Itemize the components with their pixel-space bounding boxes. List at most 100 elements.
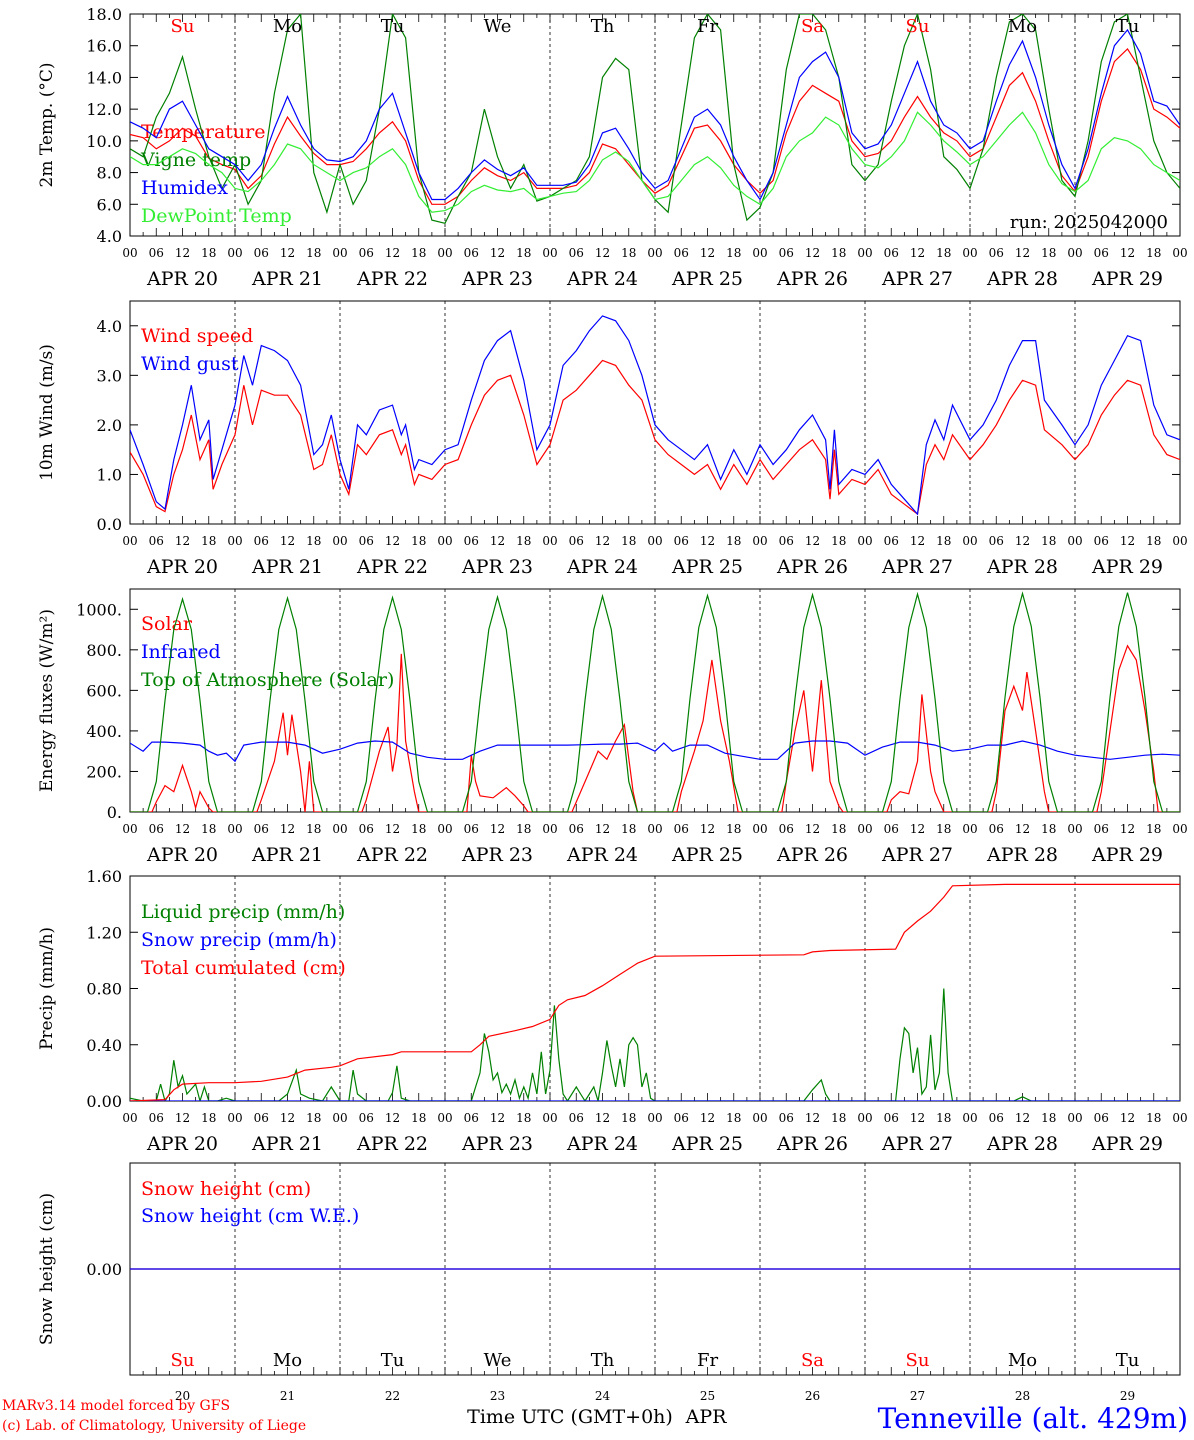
hour-tick-label: 00 xyxy=(962,246,977,260)
series-solar-line xyxy=(130,644,1180,812)
weekday-label-top: Th xyxy=(591,16,615,37)
hour-tick-label: 06 xyxy=(674,534,689,548)
panel-5: 0.00 Snow height (cm) Snow height (cm) Snow… xyxy=(37,1162,1181,1376)
series-wind-speed-line xyxy=(130,359,1180,516)
hour-tick-label: 06 xyxy=(779,534,794,548)
hour-tick-label: 18 xyxy=(306,534,321,548)
hour-tick-label: 18 xyxy=(411,246,426,260)
weekday-label-top: Mo xyxy=(1008,16,1037,37)
hour-tick-label: 12 xyxy=(910,822,925,836)
x-axis-title: Time UTC (GMT+0h) xyxy=(467,1406,673,1428)
weekday-label-top: Tu xyxy=(381,16,405,37)
hour-tick-label: 18 xyxy=(1041,822,1056,836)
day-number-label: 26 xyxy=(805,1389,820,1403)
hour-tick-label: 00 xyxy=(437,534,452,548)
hour-tick-label: 12 xyxy=(700,822,715,836)
credit-model: MARv3.14 model forced by GFS xyxy=(2,1398,231,1414)
hour-tick-label: 18 xyxy=(201,534,216,548)
run-label: run: 2025042000 xyxy=(1010,212,1168,233)
hour-tick-label: 12 xyxy=(280,1111,295,1125)
y-tick-label: 200. xyxy=(86,762,122,781)
hour-tick-label: 12 xyxy=(490,822,505,836)
day-label: APR 29 xyxy=(1091,844,1163,866)
hour-tick-label: 00 xyxy=(1172,1111,1187,1125)
hour-tick-label: 06 xyxy=(884,1111,899,1125)
hour-tick-label: 18 xyxy=(516,534,531,548)
hour-tick-label: 00 xyxy=(647,534,662,548)
hour-tick-label: 18 xyxy=(726,822,741,836)
y-tick-label: 0.80 xyxy=(86,980,122,999)
hour-tick-label: 06 xyxy=(359,1111,374,1125)
day-label: APR 27 xyxy=(881,1133,953,1155)
weekday-label-bottom: Th xyxy=(591,1350,615,1371)
hour-tick-label: 12 xyxy=(1120,246,1135,260)
hour-tick-label: 18 xyxy=(831,246,846,260)
weekday-label-bottom: Tu xyxy=(381,1350,405,1371)
y-tick-label: 3.0 xyxy=(97,366,122,385)
hour-tick-label: 06 xyxy=(1094,822,1109,836)
hour-tick-label: 06 xyxy=(674,822,689,836)
series-humidex-line xyxy=(130,28,1180,201)
hour-tick-label: 06 xyxy=(989,534,1004,548)
hour-tick-label: 00 xyxy=(227,1111,242,1125)
y-tick-label: 800. xyxy=(86,641,122,660)
day-label: APR 29 xyxy=(1091,556,1163,578)
weekday-label-top: Fr xyxy=(697,16,718,37)
hour-tick-label: 06 xyxy=(1094,534,1109,548)
hour-tick-label: 18 xyxy=(831,1111,846,1125)
weekday-label-top: Mo xyxy=(273,16,302,37)
hour-tick-label: 12 xyxy=(280,534,295,548)
hour-tick-label: 00 xyxy=(752,822,767,836)
y-tick-label: 1.0 xyxy=(97,465,122,484)
day-number-label: 23 xyxy=(490,1389,505,1403)
hour-tick-label: 18 xyxy=(1146,1111,1161,1125)
hour-tick-label: 12 xyxy=(490,534,505,548)
hour-tick-label: 18 xyxy=(726,534,741,548)
day-number-label: 27 xyxy=(910,1389,925,1403)
day-label: APR 28 xyxy=(986,268,1058,290)
hour-tick-label: 12 xyxy=(1015,822,1030,836)
hour-tick-label: 12 xyxy=(1015,534,1030,548)
hour-tick-label: 06 xyxy=(569,1111,584,1125)
hour-tick-label: 12 xyxy=(1120,822,1135,836)
hour-tick-label: 06 xyxy=(884,246,899,260)
hour-tick-label: 12 xyxy=(385,822,400,836)
day-label: APR 24 xyxy=(566,1133,638,1155)
hour-tick-label: 06 xyxy=(674,246,689,260)
hour-tick-label: 18 xyxy=(516,822,531,836)
hour-tick-label: 00 xyxy=(332,1111,347,1125)
y-tick-label: 0.40 xyxy=(86,1036,122,1055)
day-label: APR 28 xyxy=(986,556,1058,578)
day-label: APR 20 xyxy=(146,844,218,866)
weekday-label-top: Sa xyxy=(801,16,824,37)
hour-tick-label: 18 xyxy=(1146,246,1161,260)
y-tick-label: 400. xyxy=(86,722,122,741)
hour-tick-label: 00 xyxy=(437,246,452,260)
hour-tick-label: 00 xyxy=(227,822,242,836)
hour-tick-label: 18 xyxy=(936,246,951,260)
series-infrared-line xyxy=(130,740,1180,763)
hour-tick-label: 06 xyxy=(254,534,269,548)
hour-tick-label: 18 xyxy=(306,822,321,836)
day-label: APR 27 xyxy=(881,844,953,866)
weekday-label-bottom: Tu xyxy=(1116,1350,1140,1371)
day-number-label: 24 xyxy=(595,1389,611,1403)
day-number-label: 21 xyxy=(280,1389,295,1403)
station-title: Tenneville (alt. 429m) xyxy=(878,1402,1188,1435)
hour-tick-label: 00 xyxy=(542,534,557,548)
hour-tick-label: 12 xyxy=(175,534,190,548)
weekday-label-bottom: Su xyxy=(906,1350,930,1371)
hour-tick-label: 12 xyxy=(490,1111,505,1125)
y-axis-title: Precip (mm/h) xyxy=(37,927,57,1050)
y-tick-label: 16.0 xyxy=(86,37,122,56)
day-label: APR 20 xyxy=(146,1133,218,1155)
hour-tick-label: 00 xyxy=(122,246,137,260)
hour-tick-label: 00 xyxy=(1067,1111,1082,1125)
hour-tick-label: 00 xyxy=(1067,246,1082,260)
y-tick-label: 0. xyxy=(107,803,122,822)
hour-tick-label: 00 xyxy=(962,1111,977,1125)
hour-tick-label: 18 xyxy=(1041,534,1056,548)
day-number-label: 25 xyxy=(700,1389,715,1403)
hour-tick-label: 12 xyxy=(385,246,400,260)
hour-tick-label: 18 xyxy=(936,822,951,836)
